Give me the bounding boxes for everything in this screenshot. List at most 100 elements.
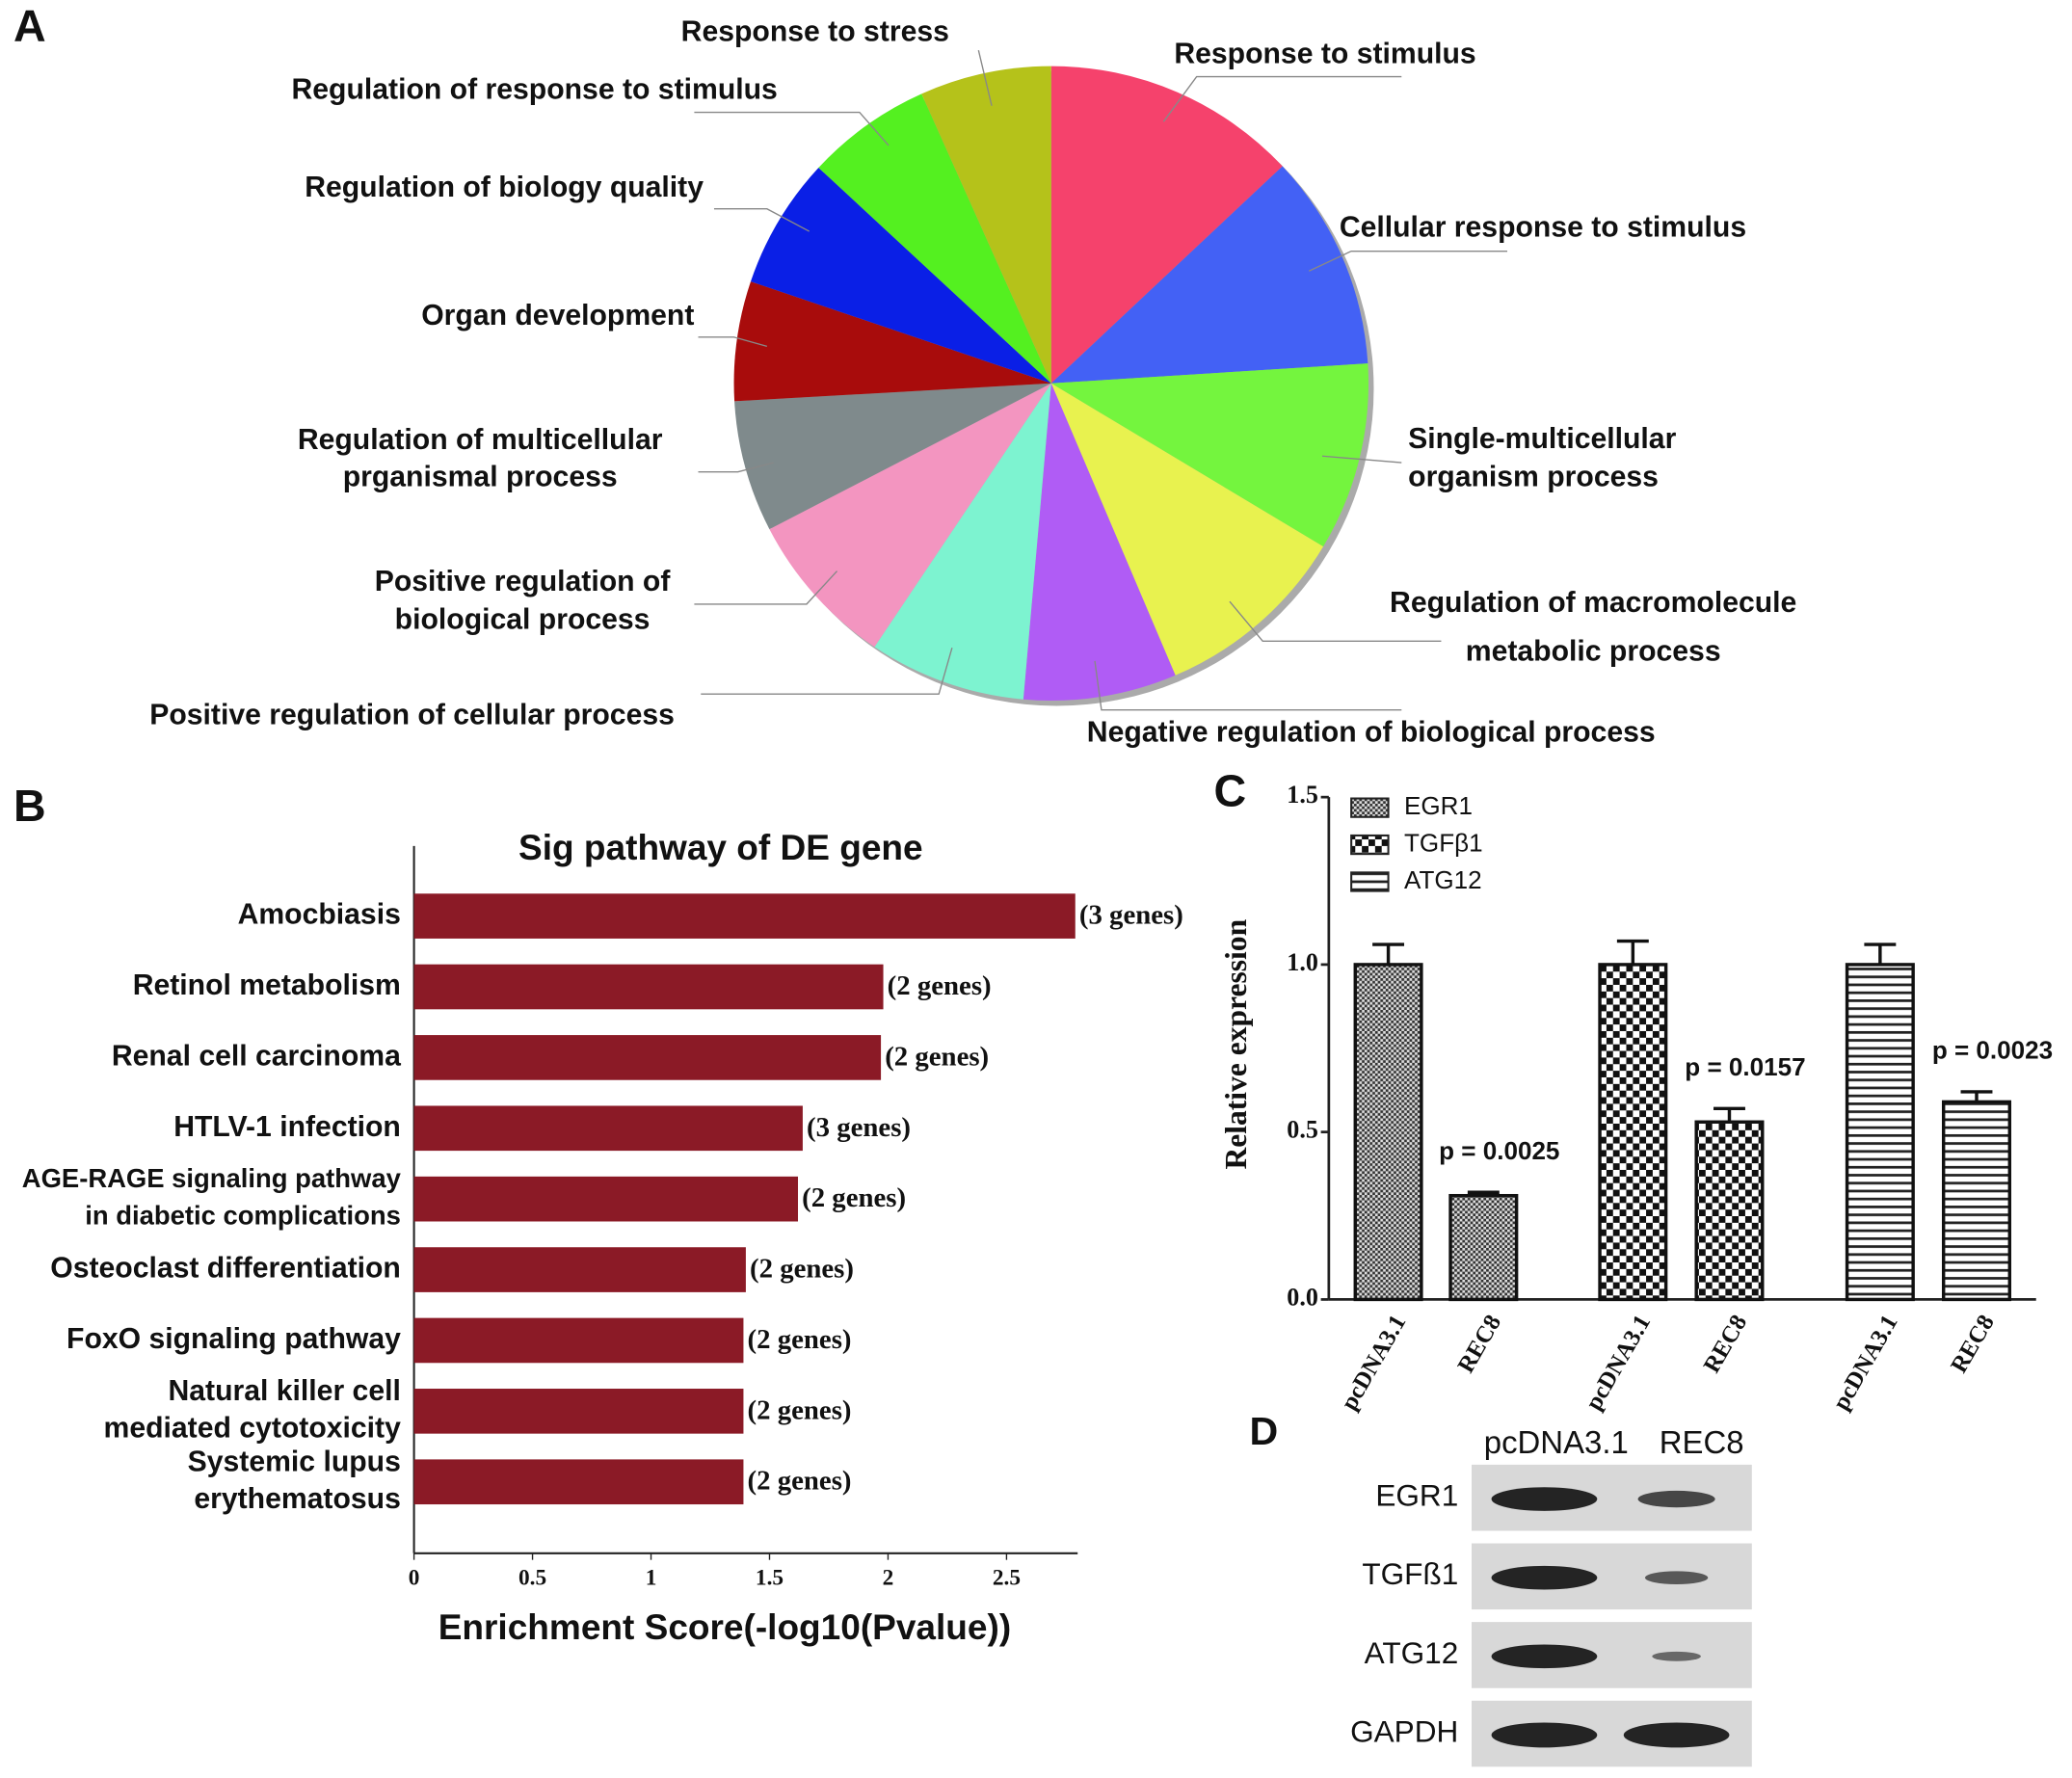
bar-label: (2 genes): [748, 1466, 852, 1497]
p-value-label: p = 0.0157: [1685, 1052, 1805, 1081]
leader-line: [1321, 455, 1402, 464]
category-label: FoxO signaling pathway: [66, 1323, 401, 1355]
bar: [1845, 963, 1915, 1302]
legend-swatch: [1350, 834, 1390, 856]
slice-label: Response to stress: [681, 15, 949, 47]
pie-slice: [733, 281, 1051, 402]
pie-slice: [874, 383, 1051, 700]
bar: [413, 1389, 744, 1434]
x-tick-label: REC8: [1453, 1311, 1507, 1377]
category-label: Renal cell carcinoma: [112, 1040, 401, 1072]
category-label: Osteoclast differentiation: [50, 1253, 401, 1285]
blot-band: [1491, 1644, 1598, 1669]
pie-slice: [750, 167, 1051, 384]
panel-label: B: [13, 781, 46, 831]
slice-label: organism process: [1408, 462, 1659, 493]
bar: [413, 1176, 799, 1222]
blot-band: [1644, 1571, 1709, 1584]
bar-label: (2 genes): [802, 1182, 906, 1213]
slice-label: Organ development: [421, 300, 694, 332]
x-tick-label: 0.5: [518, 1566, 546, 1591]
row-label: ATG12: [1365, 1635, 1459, 1670]
x-tick-label: 2: [883, 1566, 894, 1591]
bar: [1448, 1193, 1519, 1302]
x-axis-label: Enrichment Score(-log10(Pvalue)): [438, 1606, 1011, 1647]
pie-slice: [769, 383, 1051, 648]
pie-slice: [1023, 383, 1176, 702]
bar: [413, 1459, 744, 1505]
slice-label: Regulation of biology quality: [305, 172, 704, 203]
pie-slice: [1050, 66, 1283, 384]
row-label: GAPDH: [1350, 1713, 1458, 1748]
leader-line: [1308, 250, 1508, 272]
p-value-label: p = 0.0023: [1932, 1036, 2053, 1065]
leader-line: [694, 111, 890, 146]
x-tick-label: 2.5: [993, 1566, 1021, 1591]
bar: [413, 1105, 803, 1152]
column-label: REC8: [1660, 1424, 1744, 1460]
bar: [413, 1317, 744, 1364]
bar-label: (2 genes): [750, 1254, 854, 1285]
x-tick-label: pcDNA3.1: [1828, 1311, 1903, 1415]
bar: [1598, 963, 1668, 1302]
y-tick-label: 0.5: [1287, 1116, 1318, 1144]
legend-swatch: [1350, 871, 1390, 892]
bar-label: (3 genes): [1079, 900, 1183, 931]
leader-line: [1094, 660, 1402, 711]
category-label: Natural killer cell: [169, 1375, 401, 1407]
row-label: TGFß1: [1362, 1556, 1458, 1591]
category-label: HTLV-1 infection: [173, 1111, 401, 1143]
x-tick-label: 1.5: [756, 1566, 784, 1591]
panel-label: A: [13, 0, 46, 50]
legend-label: ATG12: [1404, 865, 1482, 894]
slice-label: Positive regulation of: [375, 566, 672, 597]
slice-label: Cellular response to stimulus: [1340, 211, 1746, 243]
blot-band: [1491, 1487, 1598, 1511]
x-tick-label: pcDNA3.1: [1336, 1311, 1411, 1415]
slice-label: Single-multicellular: [1408, 423, 1676, 455]
x-tick-label: 0: [409, 1566, 420, 1591]
legend-swatch: [1350, 797, 1390, 818]
pie-slice: [734, 383, 1051, 530]
y-tick-label: 1.5: [1287, 781, 1318, 809]
leader-line: [694, 571, 838, 605]
slice-label: Regulation of response to stimulus: [291, 74, 777, 106]
bar-label: (2 genes): [748, 1394, 852, 1425]
category-label: Retinol metabolism: [133, 969, 401, 1001]
category-label: Amocbiasis: [238, 899, 401, 931]
bar: [1694, 1120, 1765, 1302]
blot-band: [1652, 1651, 1701, 1661]
slice-label: Regulation of macromolecule: [1390, 587, 1796, 619]
slice-label: Negative regulation of biological proces…: [1087, 716, 1656, 748]
blot-band: [1637, 1490, 1715, 1508]
x-tick-label: 1: [646, 1566, 657, 1591]
slice-label: Regulation of multicellular: [298, 424, 663, 456]
blot-band: [1491, 1565, 1598, 1590]
leader-line: [1229, 600, 1442, 642]
bar-label: (2 genes): [888, 970, 992, 1001]
slice-label: metabolic process: [1466, 636, 1721, 668]
bar: [1941, 1100, 2012, 1302]
panel-label: D: [1250, 1409, 1279, 1453]
bar: [413, 1035, 882, 1080]
legend-label: EGR1: [1404, 791, 1473, 820]
y-tick-label: 0.0: [1287, 1283, 1318, 1311]
bar: [413, 1247, 746, 1292]
blot-band: [1623, 1722, 1730, 1748]
slice-label: prganismal process: [343, 462, 618, 493]
leader-line: [1162, 75, 1402, 122]
legend-label: TGFβ1: [1404, 828, 1483, 857]
pie-slice: [1050, 383, 1324, 676]
panel-label: C: [1214, 766, 1247, 816]
bar: [413, 893, 1076, 939]
category-label: erythematosus: [194, 1483, 401, 1515]
category-label: Systemic lupus: [188, 1446, 401, 1477]
blot-band: [1491, 1722, 1598, 1748]
bar-label: (2 genes): [885, 1041, 989, 1072]
y-tick-label: 1.0: [1287, 948, 1318, 976]
p-value-label: p = 0.0025: [1439, 1136, 1559, 1165]
slice-label: Positive regulation of cellular process: [149, 699, 675, 730]
y-axis-label: Relative expression: [1219, 918, 1253, 1169]
bar-label: (2 genes): [748, 1324, 852, 1355]
